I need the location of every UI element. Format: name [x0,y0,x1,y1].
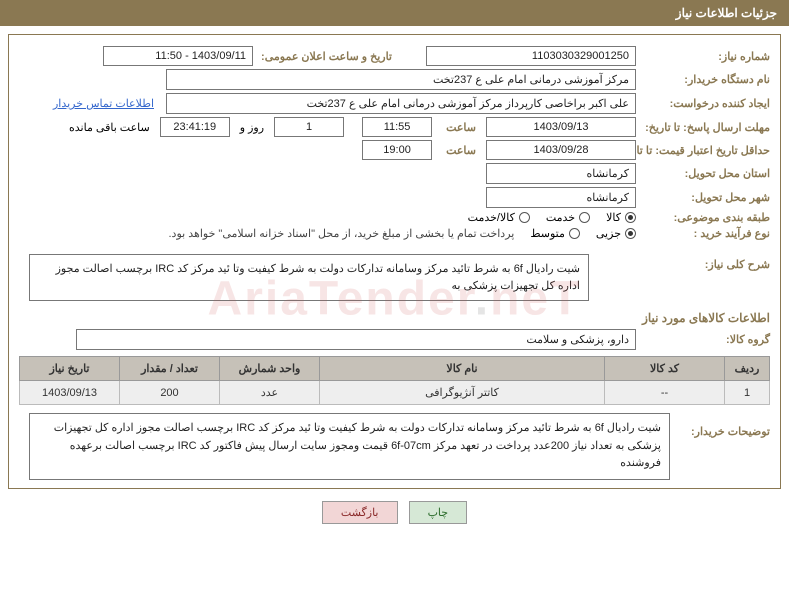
items-table: ردیف کد کالا نام کالا واحد شمارش تعداد /… [19,356,770,405]
value-buyer-notes: شیت رادیال 6f به شرط تائید مرکز وسامانه … [29,413,670,480]
th-qty: تعداد / مقدار [120,357,220,381]
value-city: کرمانشاه [486,187,636,208]
label-buyer-org: نام دستگاه خریدار: [640,73,770,86]
th-unit: واحد شمارش [220,357,320,381]
td-date: 1403/09/13 [20,381,120,405]
value-remaining-time: 23:41:19 [160,117,230,137]
value-deadline-time: 11:55 [362,117,432,137]
value-description: شیت رادیال 6f به شرط تائید مرکز وسامانه … [29,254,589,301]
main-panel: شماره نیاز: 1103030329001250 تاریخ و ساع… [8,34,781,489]
label-group: گروه کالا: [640,333,770,346]
table-header-row: ردیف کد کالا نام کالا واحد شمارش تعداد /… [20,357,770,381]
value-buyer-org: مرکز آموزشی درمانی امام علی ع 237تخت [166,69,636,90]
th-row: ردیف [725,357,770,381]
footer-buttons: چاپ بازگشت [0,501,789,524]
td-code: -- [605,381,725,405]
value-group: دارو، پزشکی و سلامت [76,329,636,350]
label-city: شهر محل تحویل: [640,191,770,204]
th-name: نام کالا [320,357,605,381]
value-validity-time: 19:00 [362,140,432,160]
label-deadline: مهلت ارسال پاسخ: تا تاریخ: [640,121,770,134]
label-announce: تاریخ و ساعت اعلان عمومی: [257,50,392,63]
row-process: نوع فرآیند خرید : جزیی متوسط پرداخت تمام… [19,227,770,240]
radio-circle-icon [625,212,636,223]
radio-goods[interactable]: کالا [606,211,636,224]
radio-circle-icon [625,228,636,239]
radio-label-service: خدمت [546,211,575,224]
radio-group-category: کالا خدمت کالا/خدمت [468,211,636,224]
link-buyer-contact[interactable]: اطلاعات تماس خریدار [53,97,154,110]
row-buyer-org: نام دستگاه خریدار: مرکز آموزشی درمانی ام… [19,69,770,90]
td-qty: 200 [120,381,220,405]
row-creator: ایجاد کننده درخواست: علی اکبر براخاصی کا… [19,93,770,114]
radio-label-goods: کالا [606,211,621,224]
radio-label-medium: متوسط [530,227,565,240]
row-need-number: شماره نیاز: 1103030329001250 تاریخ و ساع… [19,46,770,66]
section-items-title: اطلاعات کالاهای مورد نیاز [19,311,770,325]
td-name: کاتتر آنژیوگرافی [320,381,605,405]
radio-label-both: کالا/خدمت [468,211,515,224]
value-need-no: 1103030329001250 [426,46,636,66]
label-need-no: شماره نیاز: [640,50,770,63]
row-description: شرح کلی نیاز: شیت رادیال 6f به شرط تائید… [19,254,770,301]
panel-header: جزئیات اطلاعات نیاز [0,0,789,26]
process-note: پرداخت تمام یا بخشی از مبلغ خرید، از محل… [169,227,515,240]
value-validity-date: 1403/09/28 [486,140,636,160]
value-days: 1 [274,117,344,137]
label-time-2: ساعت [442,144,476,157]
label-time-1: ساعت [442,121,476,134]
radio-small[interactable]: جزیی [596,227,636,240]
radio-label-small: جزیی [596,227,621,240]
row-province: استان محل تحویل: کرمانشاه [19,163,770,184]
row-deadline: مهلت ارسال پاسخ: تا تاریخ: 1403/09/13 سا… [19,117,770,137]
panel-title: جزئیات اطلاعات نیاز [676,6,777,20]
radio-circle-icon [569,228,580,239]
radio-both[interactable]: کالا/خدمت [468,211,530,224]
label-validity: حداقل تاریخ اعتبار قیمت: تا تاریخ: [640,144,770,157]
row-category: طبقه بندی موضوعی: کالا خدمت کالا/خدمت [19,211,770,224]
row-buyer-notes: توضیحات خریدار: شیت رادیال 6f به شرط تائ… [19,413,770,480]
label-days-and: روز و [240,121,264,134]
row-validity: حداقل تاریخ اعتبار قیمت: تا تاریخ: 1403/… [19,140,770,160]
radio-service[interactable]: خدمت [546,211,590,224]
radio-circle-icon [579,212,590,223]
row-group: گروه کالا: دارو، پزشکی و سلامت [19,329,770,350]
radio-medium[interactable]: متوسط [530,227,580,240]
label-description: شرح کلی نیاز: [640,254,770,271]
label-process: نوع فرآیند خرید : [640,227,770,240]
print-button[interactable]: چاپ [409,501,468,524]
table-row: 1 -- کاتتر آنژیوگرافی عدد 200 1403/09/13 [20,381,770,405]
label-province: استان محل تحویل: [640,167,770,180]
back-button[interactable]: بازگشت [322,501,398,524]
label-buyer-notes: توضیحات خریدار: [670,413,770,438]
radio-group-process: جزیی متوسط [530,227,636,240]
label-category: طبقه بندی موضوعی: [640,211,770,224]
th-date: تاریخ نیاز [20,357,120,381]
label-remaining: ساعت باقی مانده [69,121,150,134]
radio-circle-icon [519,212,530,223]
td-row: 1 [725,381,770,405]
th-code: کد کالا [605,357,725,381]
row-city: شهر محل تحویل: کرمانشاه [19,187,770,208]
value-deadline-date: 1403/09/13 [486,117,636,137]
value-creator: علی اکبر براخاصی کارپرداز مرکز آموزشی در… [166,93,636,114]
value-announce: 1403/09/11 - 11:50 [103,46,253,66]
label-creator: ایجاد کننده درخواست: [640,97,770,110]
td-unit: عدد [220,381,320,405]
value-province: کرمانشاه [486,163,636,184]
